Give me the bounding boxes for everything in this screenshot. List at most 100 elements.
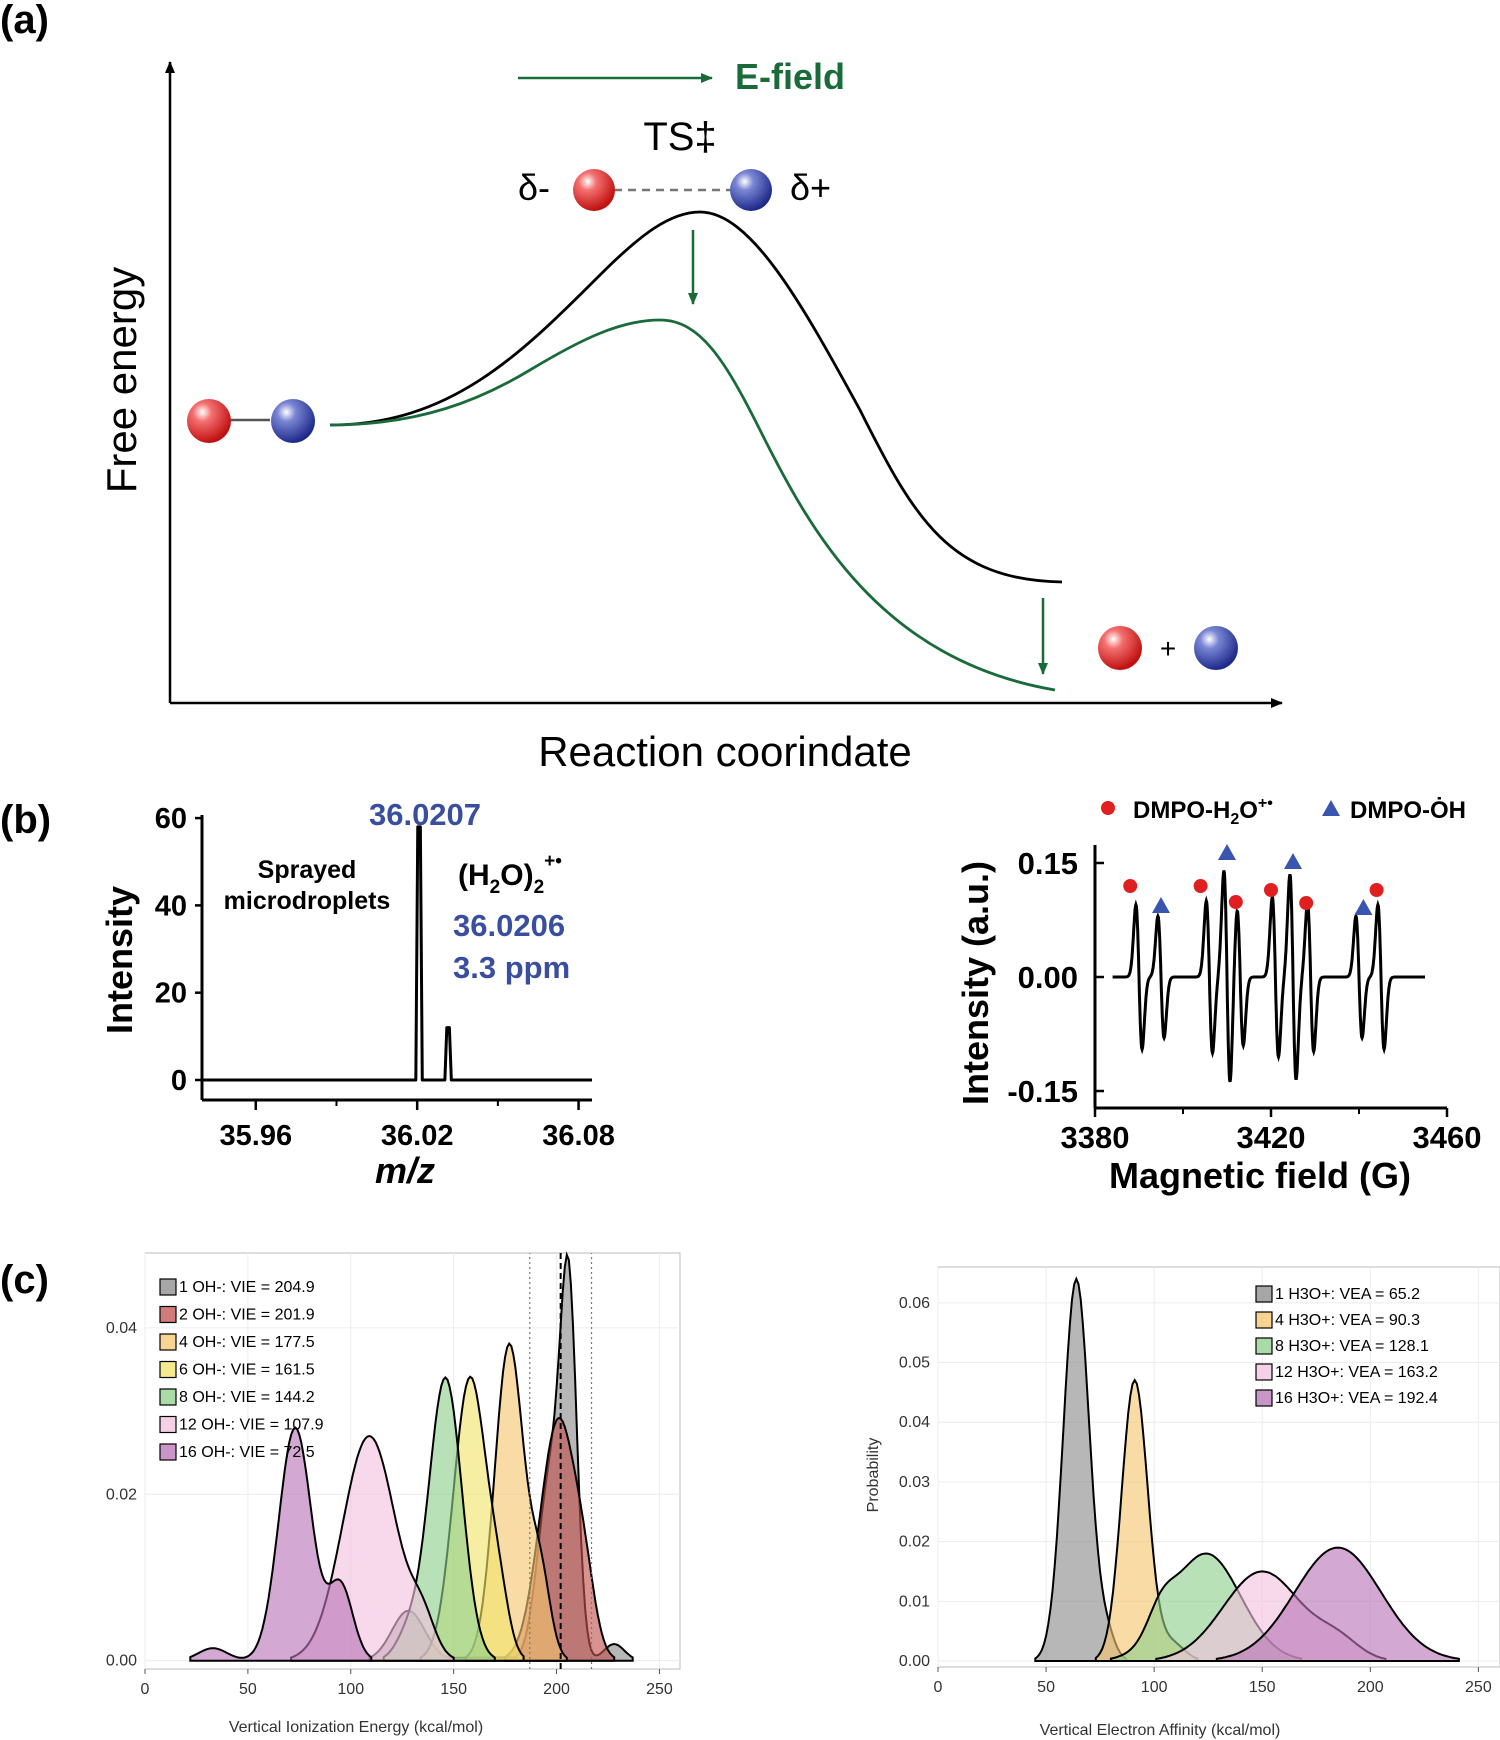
ts-blue-atom bbox=[730, 169, 772, 211]
epr-triangle-marker bbox=[1284, 853, 1302, 869]
panel-a: (a) Free energy Reaction coorindate E-fi… bbox=[0, 0, 1283, 775]
vie-chart-y-tick-label: 0.04 bbox=[106, 1320, 137, 1337]
vie-chart-y-tick-label: 0.02 bbox=[106, 1486, 137, 1503]
reactant-blue-atom bbox=[271, 399, 315, 443]
vie-chart-x-tick-label: 200 bbox=[543, 1681, 570, 1698]
delta-minus-label: δ- bbox=[518, 167, 550, 208]
vea-chart-y-tick-label: 0.05 bbox=[899, 1355, 930, 1372]
efield-label: E-field bbox=[735, 56, 845, 97]
epr-circle-marker bbox=[1193, 879, 1208, 893]
vea-chart-y-tick-label: 0.00 bbox=[899, 1653, 930, 1670]
ms-y-tick-label: 40 bbox=[155, 890, 187, 922]
vie-chart-legend-label: 1 OH-: VIE = 204.9 bbox=[179, 1279, 315, 1296]
delta-plus-label: δ+ bbox=[790, 167, 831, 208]
epr-x-tick-label: 3420 bbox=[1237, 1120, 1306, 1155]
ms-calc-mass: 36.0206 bbox=[453, 908, 565, 943]
ms-error: 3.3 ppm bbox=[453, 950, 570, 985]
epr-y-tick-label: 0.15 bbox=[1018, 846, 1078, 881]
ms-x-tick-label: 36.08 bbox=[542, 1120, 615, 1152]
vie-chart-x-tick-label: 150 bbox=[440, 1681, 467, 1698]
vea-chart-x-tick-label: 100 bbox=[1141, 1679, 1168, 1696]
ts-label: TS‡ bbox=[643, 115, 716, 159]
ms-sample-label-line2: microdroplets bbox=[224, 887, 391, 915]
ms-x-axis-label: m/z bbox=[375, 1150, 435, 1191]
vea-chart-legend-swatch bbox=[1255, 1389, 1273, 1407]
ms-y-tick-label: 20 bbox=[155, 978, 187, 1010]
vie-chart-series-area bbox=[189, 1426, 373, 1662]
vie-chart-x-tick-label: 0 bbox=[141, 1681, 150, 1698]
panel-b-label: (b) bbox=[0, 798, 51, 842]
epr-x-tick-label: 3460 bbox=[1413, 1120, 1482, 1155]
epr-triangle-marker bbox=[1218, 844, 1236, 860]
vie-chart-legend-swatch bbox=[159, 1278, 177, 1296]
vea-chart-y-tick-label: 0.03 bbox=[899, 1474, 930, 1491]
vea-chart-legend-label: 1 H3O+: VEA = 65.2 bbox=[1275, 1286, 1420, 1303]
vie-chart-x-tick-label: 250 bbox=[646, 1681, 673, 1698]
epr-legend-triangle bbox=[1322, 800, 1340, 816]
vie-chart-legend-label: 4 OH-: VIE = 177.5 bbox=[179, 1334, 315, 1351]
vea-chart-y-tick-label: 0.06 bbox=[899, 1295, 930, 1312]
energy-curve-with-field bbox=[329, 318, 1056, 692]
panel-b: (b) Intensity m/z 36.0207 Sprayed microd… bbox=[0, 795, 1481, 1196]
ms-formula: (H2O)2+• bbox=[458, 851, 562, 898]
vie-chart-legend-swatch bbox=[159, 1360, 177, 1379]
vea-chart: Vertical Electron Affinity (kcal/mol) Pr… bbox=[865, 1266, 1500, 1739]
ms-x-tick-label: 35.96 bbox=[220, 1120, 293, 1152]
epr-legend-label-2: DMPO-ȮH bbox=[1350, 797, 1466, 824]
vie-chart-legend-swatch bbox=[159, 1333, 177, 1351]
epr-chart: Intensity (a.u.) Magnetic field (G) DMPO… bbox=[955, 795, 1481, 1196]
vie-chart: Vertical Ionization Energy (kcal/mol) 0 5… bbox=[106, 1251, 681, 1736]
vea-chart-legend-swatch bbox=[1255, 1363, 1273, 1381]
ms-y-tick-label: 0 bbox=[171, 1065, 187, 1097]
epr-circle-marker bbox=[1299, 896, 1314, 910]
energy-y-axis-label: Free energy bbox=[98, 267, 145, 493]
epr-circle-marker bbox=[1369, 883, 1384, 897]
vea-chart-legend-swatch bbox=[1255, 1337, 1273, 1355]
vea-chart-series-area bbox=[1215, 1546, 1460, 1662]
ms-y-axis-label: Intensity bbox=[99, 886, 140, 1034]
vie-chart-legend-swatch bbox=[159, 1305, 177, 1324]
ms-sample-label-line1: Sprayed bbox=[258, 856, 357, 884]
vea-chart-y-tick-label: 0.01 bbox=[899, 1593, 930, 1610]
product-plus-sign: + bbox=[1160, 633, 1176, 664]
vie-chart-x-tick-label: 100 bbox=[337, 1681, 364, 1698]
epr-y-tick-label: 0.00 bbox=[1018, 960, 1078, 995]
ms-y-tick-label: 60 bbox=[155, 803, 187, 835]
ms-chart: Intensity m/z 36.0207 Sprayed microdropl… bbox=[99, 797, 615, 1191]
vea-chart-legend-swatch bbox=[1255, 1311, 1273, 1329]
epr-legend-circle bbox=[1101, 801, 1115, 815]
vea-chart-y-tick-label: 0.02 bbox=[899, 1534, 930, 1551]
ms-peak-label: 36.0207 bbox=[369, 797, 481, 832]
vie-chart-legend-label: 12 OH-: VIE = 107.9 bbox=[179, 1417, 324, 1434]
vie-chart-x-tick-label: 50 bbox=[239, 1681, 257, 1698]
ts-red-atom bbox=[573, 169, 615, 211]
epr-circle-marker bbox=[1123, 879, 1138, 893]
vea-chart-legend-label: 16 H3O+: VEA = 192.4 bbox=[1275, 1390, 1438, 1407]
product-blue-atom bbox=[1194, 626, 1238, 670]
ms-x-tick-label: 36.02 bbox=[381, 1120, 454, 1152]
vie-chart-legend-label: 16 OH-: VIE = 72.5 bbox=[179, 1444, 315, 1461]
vie-chart-legend-swatch bbox=[159, 1415, 177, 1434]
vie-chart-legend-swatch bbox=[159, 1388, 177, 1406]
product-red-atom bbox=[1098, 626, 1142, 670]
epr-circle-marker bbox=[1264, 883, 1278, 897]
epr-legend-label-1: DMPO-H2O+• bbox=[1133, 795, 1273, 828]
vea-chart-legend-label: 8 H3O+: VEA = 128.1 bbox=[1275, 1338, 1429, 1355]
epr-triangle-marker bbox=[1354, 899, 1373, 915]
vie-chart-legend-swatch bbox=[159, 1443, 177, 1461]
vie-chart-legend-label: 8 OH-: VIE = 144.2 bbox=[179, 1389, 315, 1406]
vie-chart-legend-label: 2 OH-: VIE = 201.9 bbox=[179, 1307, 315, 1324]
epr-spectrum-line bbox=[1112, 870, 1425, 1083]
epr-x-tick-label: 3380 bbox=[1061, 1120, 1130, 1155]
energy-curve-no-field bbox=[329, 210, 1063, 584]
vea-chart-x-tick-label: 250 bbox=[1465, 1679, 1492, 1696]
epr-triangle-marker bbox=[1152, 897, 1170, 913]
vea-chart-x-tick-label: 150 bbox=[1249, 1679, 1276, 1696]
vea-chart-legend-swatch bbox=[1255, 1285, 1273, 1303]
vea-chart-legend-label: 12 H3O+: VEA = 163.2 bbox=[1275, 1364, 1438, 1381]
vea-x-axis-label: Vertical Electron Affinity (kcal/mol) bbox=[1040, 1722, 1281, 1739]
vie-x-axis-label: Vertical Ionization Energy (kcal/mol) bbox=[229, 1719, 483, 1736]
panel-c-label: (c) bbox=[0, 1258, 49, 1302]
vea-chart-x-tick-label: 0 bbox=[934, 1679, 943, 1696]
